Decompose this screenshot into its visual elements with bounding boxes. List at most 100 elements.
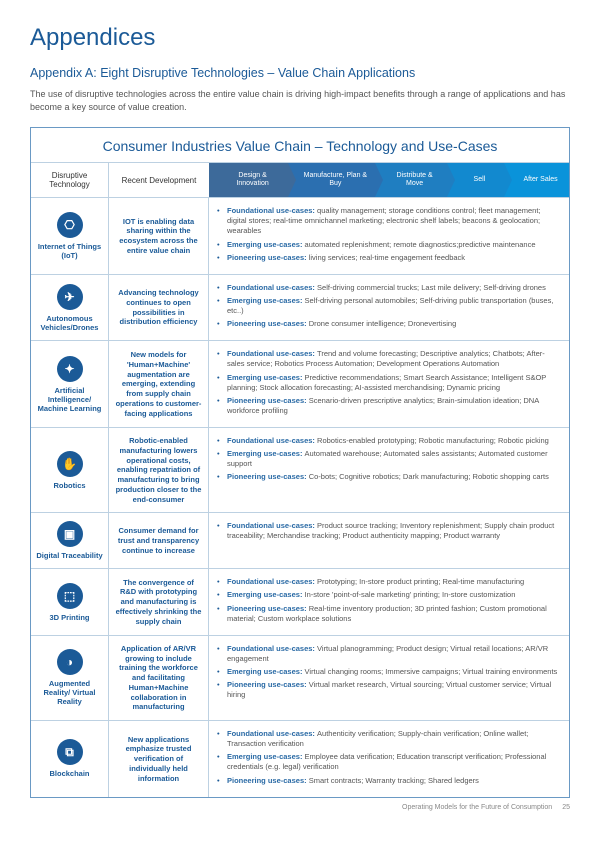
stage-2: Distribute & Move [375,163,447,197]
use-case-label: Foundational use-cases: [227,521,317,530]
use-case-item: Emerging use-cases: Virtual changing roo… [217,667,561,677]
tech-icon: ⧉ [57,739,83,765]
table-row: ⧉ Blockchain New applications emphasize tr… [31,720,569,797]
header-value-chain-stages: Design & InnovationManufacture, Plan & B… [209,163,569,197]
use-case-label: Emerging use-cases: [227,296,305,305]
use-cases-cell: Foundational use-cases: quality manageme… [209,198,569,274]
stage-0: Design & Innovation [209,163,288,197]
tech-label: Augmented Reality/ Virtual Reality [35,679,104,706]
use-case-item: Foundational use-cases: Trend and volume… [217,349,561,369]
dev-cell: The convergence of R&D with prototyping … [109,569,209,635]
value-chain-table: Consumer Industries Value Chain – Techno… [30,127,570,798]
use-case-item: Emerging use-cases: Automated warehouse;… [217,449,561,469]
tech-label: 3D Printing [49,613,89,622]
header-disruptive-tech: Disruptive Technology [31,163,109,197]
use-case-label: Pioneering use-cases: [227,253,309,262]
dev-cell: New applications emphasize trusted verif… [109,721,209,797]
tech-cell: ✋ Robotics [31,428,109,512]
appendix-subtitle: Appendix A: Eight Disruptive Technologie… [30,66,570,80]
use-cases-cell: Foundational use-cases: Product source t… [209,513,569,568]
dev-cell: Application of AR/VR growing to include … [109,636,209,720]
stage-1: Manufacture, Plan & Buy [288,163,374,197]
tech-label: Robotics [53,481,85,490]
use-cases-cell: Foundational use-cases: Prototyping; In-… [209,569,569,635]
table-row: ⬚ 3D Printing The convergence of R&D with … [31,568,569,635]
use-case-item: Foundational use-cases: Authenticity ver… [217,729,561,749]
table-row: ◑ Augmented Reality/ Virtual RealityAppli… [31,635,569,720]
use-cases-cell: Foundational use-cases: Authenticity ver… [209,721,569,797]
tech-icon: ▣ [57,521,83,547]
tech-label: Blockchain [49,769,89,778]
tech-label: Autonomous Vehicles/Drones [35,314,104,332]
use-case-item: Emerging use-cases: automated replenishm… [217,240,561,250]
use-case-label: Emerging use-cases: [227,590,305,599]
use-case-item: Emerging use-cases: Self-driving persona… [217,296,561,316]
use-case-item: Emerging use-cases: In-store 'point-of-s… [217,590,561,600]
dev-cell: Consumer demand for trust and transparen… [109,513,209,568]
intro-paragraph: The use of disruptive technologies acros… [30,88,570,113]
use-cases-cell: Foundational use-cases: Trend and volume… [209,341,569,427]
use-case-item: Foundational use-cases: Product source t… [217,521,561,541]
stage-4: After Sales [504,163,569,197]
use-case-item: Pioneering use-cases: Drone consumer int… [217,319,561,329]
tech-icon: ⬚ [57,583,83,609]
table-row: ✋ Robotics Robotic-enabled manufacturing l… [31,427,569,512]
tech-cell: ⬚ 3D Printing [31,569,109,635]
use-case-label: Foundational use-cases: [227,644,317,653]
tech-icon: ✈ [57,284,83,310]
page-footer: Operating Models for the Future of Consu… [30,804,570,811]
use-cases-cell: Foundational use-cases: Robotics-enabled… [209,428,569,512]
use-case-label: Pioneering use-cases: [227,319,309,328]
dev-cell: New models for 'Human+Machine' augmentat… [109,341,209,427]
use-case-item: Emerging use-cases: Employee data verifi… [217,752,561,772]
tech-cell: ◑ Augmented Reality/ Virtual Reality [31,636,109,720]
dev-cell: Robotic-enabled manufacturing lowers ope… [109,428,209,512]
use-case-label: Pioneering use-cases: [227,680,309,689]
use-case-item: Foundational use-cases: Self-driving com… [217,283,561,293]
dev-cell: Advancing technology continues to open p… [109,275,209,341]
use-case-item: Emerging use-cases: Predictive recommend… [217,373,561,393]
tech-icon: ✋ [57,451,83,477]
use-case-label: Emerging use-cases: [227,449,305,458]
footer-doc-title: Operating Models for the Future of Consu… [402,804,552,811]
tech-icon: ◑ [57,649,83,675]
use-case-label: Pioneering use-cases: [227,776,309,785]
use-cases-cell: Foundational use-cases: Self-driving com… [209,275,569,341]
table-banner: Consumer Industries Value Chain – Techno… [31,128,569,163]
tech-label: Digital Traceability [36,551,102,560]
header-recent-dev: Recent Development [109,163,209,197]
use-case-label: Foundational use-cases: [227,577,317,586]
footer-page-number: 25 [562,804,570,811]
table-row: ✈ Autonomous Vehicles/Drones Advancing tec… [31,274,569,341]
use-case-item: Pioneering use-cases: Real-time inventor… [217,604,561,624]
use-case-item: Pioneering use-cases: Smart contracts; W… [217,776,561,786]
table-header-row: Disruptive Technology Recent Development… [31,163,569,197]
use-case-label: Emerging use-cases: [227,373,305,382]
tech-icon: ✦ [57,356,83,382]
use-case-label: Foundational use-cases: [227,206,317,215]
tech-cell: ⎔ Internet of Things (IoT) [31,198,109,274]
use-case-item: Foundational use-cases: Virtual planogra… [217,644,561,664]
table-row: ✦Artificial Intelligence/ Machine Learni… [31,340,569,427]
use-case-item: Foundational use-cases: Prototyping; In-… [217,577,561,587]
use-case-label: Foundational use-cases: [227,436,317,445]
use-case-item: Pioneering use-cases: Virtual market res… [217,680,561,700]
stage-3: Sell [447,163,505,197]
tech-cell: ⧉ Blockchain [31,721,109,797]
use-case-item: Pioneering use-cases: living services; r… [217,253,561,263]
tech-cell: ✈ Autonomous Vehicles/Drones [31,275,109,341]
use-case-label: Foundational use-cases: [227,283,317,292]
tech-label: Internet of Things (IoT) [35,242,104,260]
use-case-label: Emerging use-cases: [227,667,305,676]
use-case-label: Pioneering use-cases: [227,604,309,613]
use-case-item: Pioneering use-cases: Co-bots; Cognitive… [217,472,561,482]
use-case-item: Foundational use-cases: quality manageme… [217,206,561,236]
use-case-label: Pioneering use-cases: [227,472,309,481]
use-case-label: Pioneering use-cases: [227,396,309,405]
tech-cell: ✦Artificial Intelligence/ Machine Learni… [31,341,109,427]
use-case-label: Foundational use-cases: [227,349,317,358]
use-case-item: Pioneering use-cases: Scenario-driven pr… [217,396,561,416]
use-case-label: Foundational use-cases: [227,729,317,738]
tech-icon: ⎔ [57,212,83,238]
tech-cell: ▣ Digital Traceability [31,513,109,568]
